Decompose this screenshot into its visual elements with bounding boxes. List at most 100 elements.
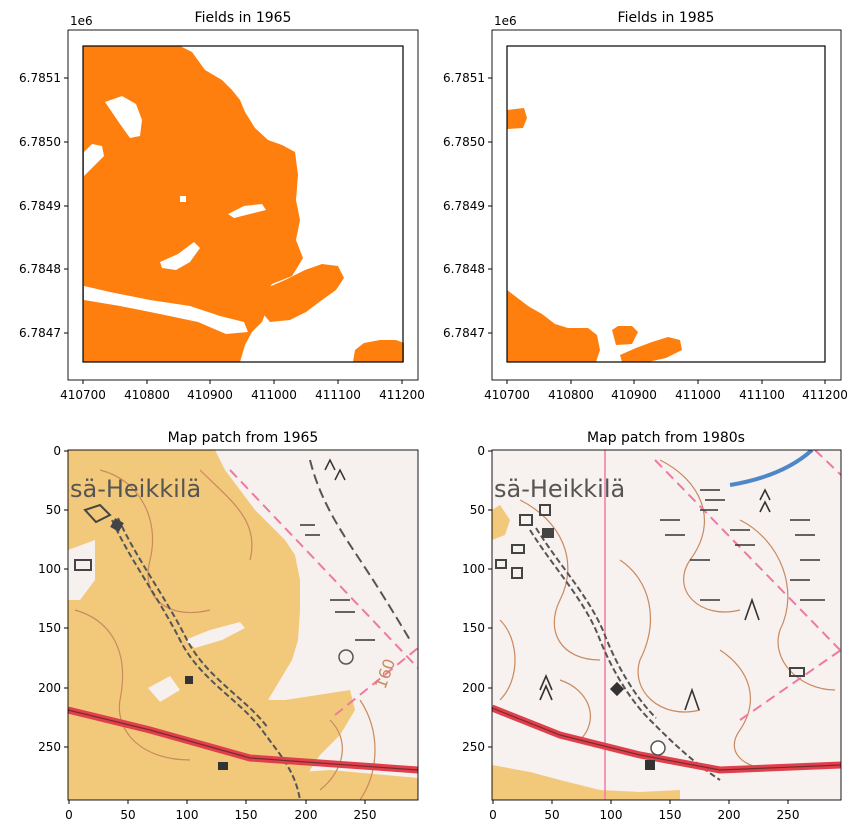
map-image-1965: sä-Heikkilä 160 <box>68 450 418 800</box>
x-tick-label: 411100 <box>739 388 785 402</box>
y-tick-label: 250 <box>38 740 61 754</box>
building-symbol <box>609 681 625 697</box>
panel-map-1965: Map patch from 1965 <box>38 430 419 822</box>
y-tick-label: 250 <box>462 740 485 754</box>
x-tick-label: 411200 <box>379 388 425 402</box>
x-tick-label: 250 <box>354 808 377 822</box>
field-map-1985 <box>507 108 682 362</box>
field-polygon <box>507 108 527 129</box>
x-tick-label: 411000 <box>675 388 721 402</box>
map-place-label: sä-Heikkilä <box>70 475 201 503</box>
map-place-label: sä-Heikkilä <box>494 475 625 503</box>
y-tick-label: 150 <box>462 621 485 635</box>
axes-frame <box>491 29 842 381</box>
y-tick-label: 6.7849 <box>19 199 61 213</box>
point-symbol <box>650 740 666 756</box>
map-field-gap <box>148 676 180 702</box>
field-polygon <box>620 337 682 362</box>
panel-title: Map patch from 1965 <box>168 430 319 446</box>
main-road-edge <box>492 707 841 771</box>
field-gap <box>228 204 266 218</box>
y-axis: 0 50 100 150 200 250 <box>38 444 68 754</box>
building-symbol <box>110 518 124 532</box>
area-boundary <box>506 45 826 363</box>
axes-frame <box>67 29 419 381</box>
point-symbol <box>338 649 354 665</box>
x-tick-label: 250 <box>777 808 800 822</box>
building-symbols <box>495 504 805 677</box>
panel-title: Fields in 1985 <box>618 10 715 26</box>
panel-title: Map patch from 1980s <box>587 430 745 446</box>
building-symbol <box>542 528 554 538</box>
y-tick-label: 100 <box>38 562 61 576</box>
building-symbols <box>74 503 112 571</box>
y-tick-label: 0 <box>477 444 485 458</box>
field-polygon <box>612 326 638 345</box>
x-tick-label: 410700 <box>484 388 530 402</box>
panel-fields-1985: Fields in 1985 1e6 410700 410800 410900 … <box>443 10 848 402</box>
y-axis: 6.7851 6.7850 6.7849 6.7848 6.7847 <box>19 71 68 340</box>
y-tick-label: 0 <box>53 444 61 458</box>
panel-fields-1965: Fields in 1965 1e6 410700 410800 410900 … <box>19 10 425 402</box>
x-tick-label: 50 <box>544 808 559 822</box>
x-tick-label: 411000 <box>251 388 297 402</box>
marsh-symbols <box>539 488 825 711</box>
y-tick-label: 200 <box>462 681 485 695</box>
road-lane <box>111 517 301 800</box>
x-tick-label: 410900 <box>611 388 657 402</box>
field-polygon <box>353 340 404 362</box>
building-symbol <box>218 762 228 770</box>
y-tick-label: 6.7849 <box>443 199 485 213</box>
y-tick-label: 6.7847 <box>443 326 485 340</box>
x-axis: 410700 410800 410900 411000 411100 41120… <box>60 380 425 402</box>
panel-title: Fields in 1965 <box>195 10 292 26</box>
marsh-symbols <box>300 458 375 641</box>
water-stream <box>729 450 814 487</box>
x-tick-label: 150 <box>235 808 258 822</box>
x-tick-label: 150 <box>659 808 682 822</box>
boundary-line <box>654 450 841 721</box>
field-polygon <box>260 264 344 322</box>
x-tick-label: 411200 <box>802 388 848 402</box>
x-axis: 0 50 100 150 200 250 <box>489 800 799 822</box>
x-tick-label: 411100 <box>315 388 361 402</box>
area-boundary <box>82 45 404 363</box>
building-symbol <box>185 676 193 684</box>
y-offset-label: 1e6 <box>494 14 517 28</box>
y-offset-label: 1e6 <box>70 14 93 28</box>
field-gap <box>84 286 248 334</box>
map-image-1980s: sä-Heikkilä <box>492 450 841 800</box>
y-tick-label: 6.7851 <box>443 71 485 85</box>
field-gap <box>105 96 142 138</box>
y-tick-label: 6.7851 <box>19 71 61 85</box>
x-tick-label: 50 <box>120 808 135 822</box>
axes-frame <box>67 449 419 801</box>
y-tick-label: 6.7847 <box>19 326 61 340</box>
x-tick-label: 410800 <box>124 388 170 402</box>
y-tick-label: 6.7848 <box>443 262 485 276</box>
y-tick-label: 100 <box>462 562 485 576</box>
y-tick-label: 150 <box>38 621 61 635</box>
y-tick-label: 6.7848 <box>19 262 61 276</box>
road-lane <box>529 527 721 781</box>
y-axis: 0 50 100 150 200 250 <box>462 444 492 754</box>
field-gap <box>180 196 186 202</box>
x-axis: 0 50 100 150 200 250 <box>65 800 376 822</box>
x-tick-label: 410900 <box>187 388 233 402</box>
map-field-area <box>492 765 680 800</box>
field-map-1965 <box>83 46 404 362</box>
y-tick-label: 50 <box>470 503 485 517</box>
y-tick-label: 50 <box>46 503 61 517</box>
boundary-line <box>229 469 418 716</box>
y-tick-label: 6.7850 <box>443 135 485 149</box>
x-tick-label: 0 <box>489 808 497 822</box>
field-polygon <box>507 290 600 362</box>
x-tick-label: 200 <box>718 808 741 822</box>
x-tick-label: 410800 <box>548 388 594 402</box>
panel-map-1980s: Map patch from 1980s <box>462 430 842 822</box>
x-tick-label: 200 <box>295 808 318 822</box>
y-axis: 6.7851 6.7850 6.7849 6.7848 6.7847 <box>443 71 492 340</box>
map-field-area <box>492 505 510 540</box>
x-axis: 410700 410800 410900 411000 411100 41120… <box>484 380 848 402</box>
